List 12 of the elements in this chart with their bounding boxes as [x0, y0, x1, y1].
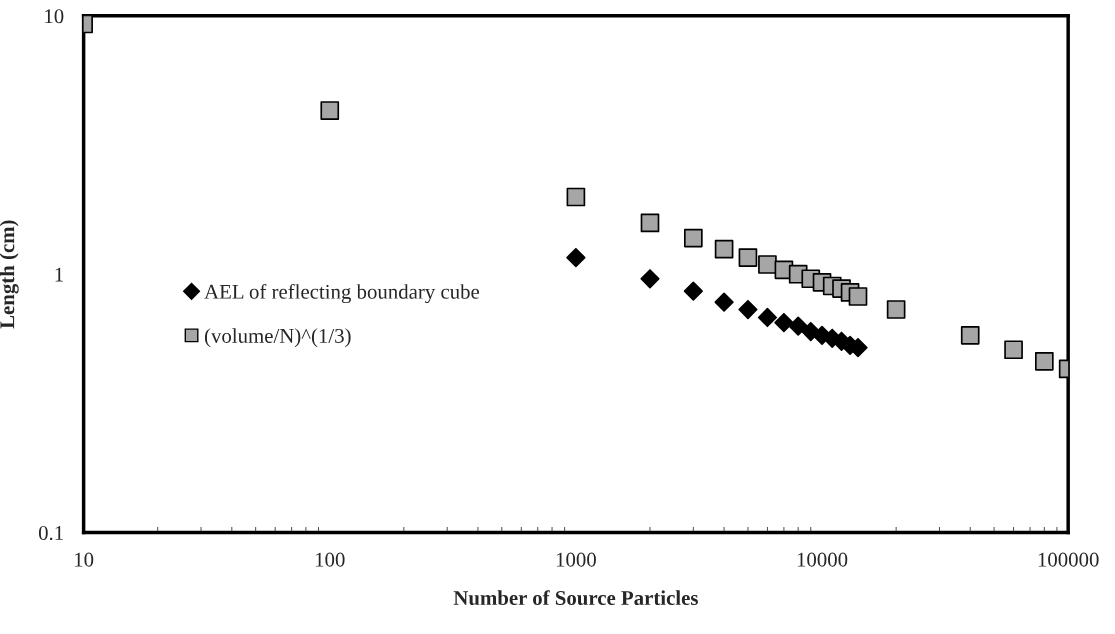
y-tick-label: 1: [55, 267, 63, 282]
legend-label: (volume/N)^(1/3): [204, 328, 351, 348]
x-tick-label: 100000: [1038, 552, 1099, 567]
legend-label: AEL of reflecting boundary cube: [204, 283, 480, 304]
x-tick-label: 10000: [797, 552, 848, 567]
y-tick-label: 10: [45, 9, 64, 24]
y-axis-title: Length (cm): [0, 220, 19, 329]
x-tick-label: 100: [315, 552, 345, 567]
x-axis-title: Number of Source Particles: [453, 590, 698, 606]
y-tick-label: 0.1: [38, 525, 63, 541]
x-tick-label: 1000: [556, 552, 596, 567]
x-tick-label: 10: [75, 552, 94, 567]
